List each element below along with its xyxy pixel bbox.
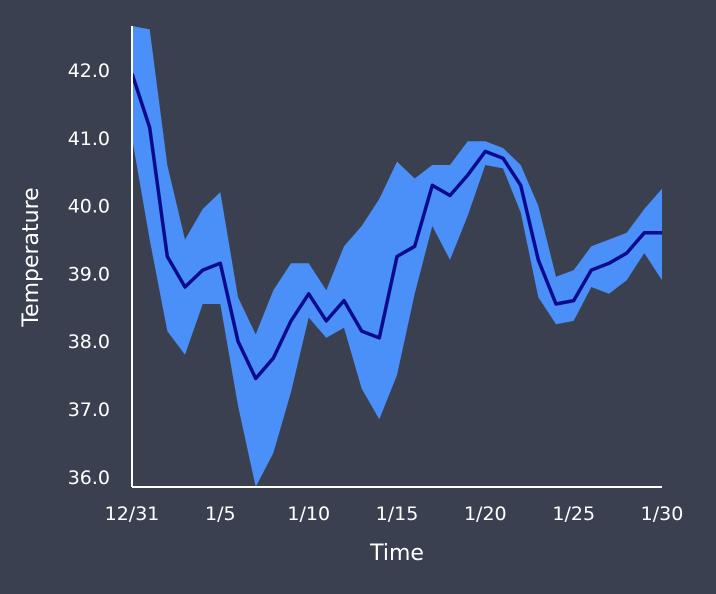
x-tick-label: 1/10 bbox=[287, 503, 330, 525]
y-tick-label: 38.0 bbox=[68, 331, 110, 353]
y-tick-labels: 36.0 37.0 38.0 39.0 40.0 41.0 42.0 bbox=[68, 60, 110, 489]
x-tick-label: 1/5 bbox=[205, 503, 236, 525]
y-tick-label: 37.0 bbox=[68, 399, 110, 421]
x-tick-labels: 12/31 1/5 1/10 1/15 1/20 1/25 1/30 bbox=[105, 503, 684, 525]
x-tick-label: 1/30 bbox=[641, 503, 684, 525]
y-tick-label: 41.0 bbox=[68, 128, 110, 150]
x-tick-label: 12/31 bbox=[105, 503, 160, 525]
x-tick-label: 1/15 bbox=[376, 503, 419, 525]
mean-line-layer bbox=[130, 72, 662, 381]
y-axis-title: Temperature bbox=[19, 187, 44, 327]
y-tick-label: 40.0 bbox=[68, 196, 110, 218]
x-tick-label: 1/25 bbox=[552, 503, 595, 525]
mean-temperature-line bbox=[130, 72, 662, 381]
y-tick-label: 39.0 bbox=[68, 263, 110, 285]
x-axis-title: Time bbox=[369, 541, 424, 566]
x-tick-label: 1/20 bbox=[464, 503, 507, 525]
y-tick-label: 36.0 bbox=[68, 467, 110, 489]
y-tick-label: 42.0 bbox=[68, 60, 110, 82]
